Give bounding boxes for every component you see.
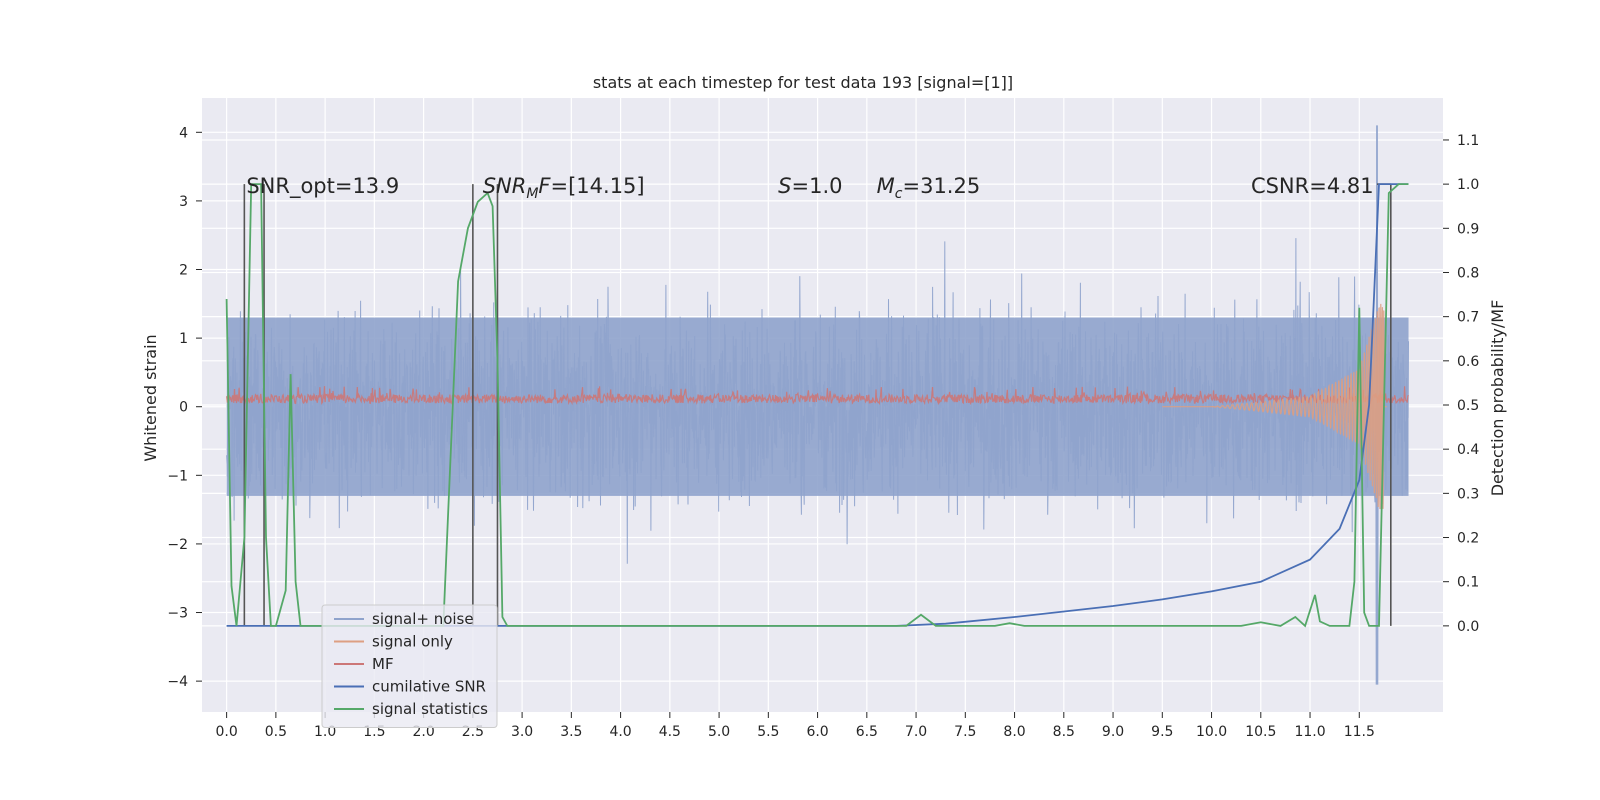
annotation-csnr: CSNR=4.81 [1251, 174, 1374, 198]
y-left-tick-label: −3 [167, 606, 188, 622]
y-left-tick-label: −1 [167, 468, 188, 484]
x-tick-label: 8.5 [1053, 724, 1075, 740]
series-cumulative-snr [226, 183, 1409, 627]
y-axis-left-label: Whitened strain [141, 334, 160, 461]
legend-label: signal+ noise [372, 610, 474, 628]
y-right-tick-label: 0.7 [1457, 310, 1479, 326]
series-layer [225, 125, 1409, 685]
x-tick-label: 0.0 [215, 724, 237, 740]
x-tick-label: 11.0 [1294, 724, 1325, 740]
x-tick-label: 5.5 [757, 724, 779, 740]
x-tick-label: 10.0 [1196, 724, 1227, 740]
y-right-tick-label: 0.8 [1457, 265, 1479, 281]
annotation-s: S=1.0 [778, 174, 842, 198]
x-tick-label: 4.0 [609, 724, 631, 740]
series-signal-only [1162, 303, 1387, 510]
y-left-tick-label: 3 [179, 194, 188, 210]
annotations: SNR_opt=13.9 SNRMF=[14.15] S=1.0 Mc=31.25 CS… [246, 174, 1373, 202]
legend-box [321, 604, 498, 728]
x-tick-label: 7.5 [954, 724, 976, 740]
legend-label: signal statistics [372, 700, 488, 718]
y-right-tick-label: 0.1 [1457, 575, 1479, 591]
series-signal-statistics [225, 183, 1409, 628]
y-left-tick-label: 0 [179, 400, 188, 416]
y-right-tick-label: 0.5 [1457, 398, 1479, 414]
x-tick-label: 4.5 [659, 724, 681, 740]
x-tick-label: 0.5 [265, 724, 287, 740]
y-left-tick-label: 4 [179, 125, 188, 141]
x-tick-label: 5.0 [708, 724, 730, 740]
x-tick-label: 8.0 [1003, 724, 1025, 740]
y-right-tick-label: 0.9 [1457, 221, 1479, 237]
chart-title: stats at each timestep for test data 193… [593, 73, 1013, 92]
annotation-snr-opt: SNR_opt=13.9 [246, 174, 399, 199]
x-tick-label: 3.5 [560, 724, 582, 740]
y-right-tick-label: 1.1 [1457, 133, 1479, 149]
x-tick-label: 3.0 [511, 724, 533, 740]
y-right-tick-label: 0.4 [1457, 442, 1479, 458]
y-axis-right: 0.0 0.1 0.2 0.3 0.4 0.5 0.6 0.7 0.8 0.9 1.0 1.1 [1443, 133, 1479, 635]
x-tick-label: 11.5 [1344, 724, 1375, 740]
legend-label: cumilative SNR [372, 678, 486, 696]
y-right-tick-label: 0.0 [1457, 619, 1479, 635]
legend-label: MF [372, 655, 394, 673]
y-right-tick-label: 0.3 [1457, 486, 1479, 502]
y-left-tick-label: 1 [179, 331, 188, 347]
annotation-mc: Mc=31.25 [877, 174, 981, 202]
x-tick-label: 9.5 [1151, 724, 1173, 740]
x-axis: 0.0 0.5 1.0 1.5 2.0 2.5 3.0 3.5 4.0 4.5 5.0 5.5 6.0 6… [215, 712, 1375, 740]
legend: signal+ noise signal only MF cumilative SNR… [321, 604, 498, 728]
y-axis-left: −4 −3 −2 −1 0 1 2 3 4 [167, 125, 202, 690]
annotation-snr-mf: SNRMF=[14.15] [483, 174, 645, 202]
x-tick-label: 7.0 [905, 724, 927, 740]
y-left-tick-label: 2 [179, 263, 188, 279]
x-tick-label: 6.5 [856, 724, 878, 740]
series-mf [226, 386, 1409, 406]
y-left-tick-label: −2 [167, 537, 188, 553]
y-right-tick-label: 0.2 [1457, 531, 1479, 547]
x-tick-label: 9.0 [1102, 724, 1124, 740]
x-tick-label: 10.5 [1245, 724, 1276, 740]
x-tick-label: 6.0 [806, 724, 828, 740]
y-left-tick-label: −4 [167, 674, 188, 690]
y-right-tick-label: 0.6 [1457, 354, 1479, 370]
y-axis-right-label: Detection probability/MF [1488, 300, 1507, 497]
legend-label: signal only [372, 633, 453, 651]
y-right-tick-label: 1.0 [1457, 177, 1479, 193]
